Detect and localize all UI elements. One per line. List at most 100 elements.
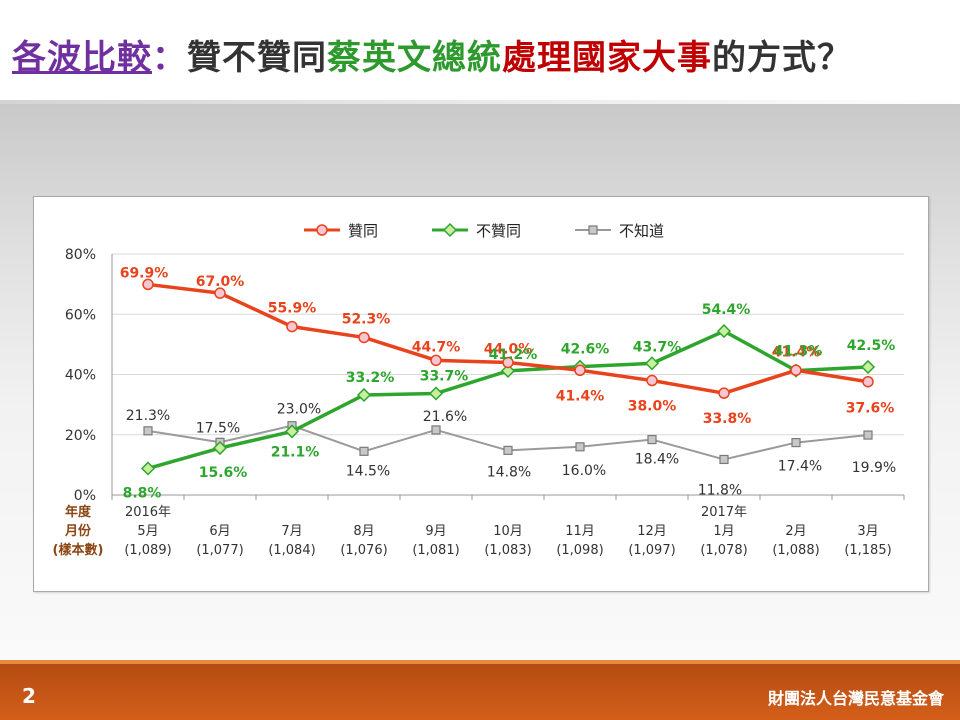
data-point (428, 386, 444, 401)
data-label: 14.8% (487, 464, 531, 480)
data-label: 52.3% (342, 311, 391, 327)
data-label: 44.0% (484, 341, 533, 357)
x-tick-label: 1月 (713, 524, 734, 539)
data-label: 14.5% (346, 463, 390, 479)
data-point (719, 454, 729, 465)
y-tick-label: 20% (65, 428, 96, 444)
x-tick-label: (1,078) (700, 543, 747, 558)
data-label: 67.0% (196, 274, 245, 290)
x-axis-caption: (樣本數) (53, 542, 104, 558)
data-label: 38.0% (628, 399, 677, 415)
data-label: 37.6% (846, 401, 895, 417)
data-point (716, 324, 732, 339)
footer-rule (0, 660, 960, 664)
legend-label: 不知道 (619, 222, 664, 240)
data-label: 23.0% (277, 402, 321, 418)
data-label: 42.5% (847, 338, 896, 354)
x-axis-caption: 年度 (65, 504, 92, 520)
title-prefix: 各波比較 (12, 38, 152, 78)
title-divider (0, 100, 960, 104)
data-point (863, 430, 873, 440)
data-label: 21.6% (423, 409, 467, 425)
data-point (431, 425, 441, 435)
data-point (790, 364, 802, 377)
data-point (359, 446, 369, 456)
data-point (647, 434, 657, 445)
y-tick-label: 80% (65, 247, 96, 263)
data-point (862, 375, 874, 388)
data-label: 19.9% (852, 460, 896, 476)
y-tick-label: 40% (65, 368, 96, 384)
x-tick-label: 2017年 (701, 505, 747, 520)
data-label: 16.0% (562, 463, 606, 479)
x-tick-label: (1,098) (556, 543, 603, 558)
data-label: 41.4% (556, 388, 605, 404)
data-label: 54.4% (702, 302, 751, 318)
x-tick-label: 8月 (353, 524, 374, 539)
data-point (644, 356, 660, 371)
title-part-4: 的方式？ (712, 38, 852, 78)
line-chart: 0% 20% 40% 60% 80% 2016年 5月 (1,089) 6月 (1,077) 7月 (… (53, 222, 905, 558)
data-label: 21.1% (271, 444, 320, 460)
x-tick-label: 6月 (209, 524, 230, 539)
data-point (503, 445, 513, 456)
data-label: 43.7% (633, 339, 682, 355)
data-label: 41.3% (774, 344, 823, 360)
page-title: 各波比較：贊不贊同蔡英文總統處理國家大事的方式？ (12, 30, 852, 79)
page-number: 2 (22, 684, 36, 708)
data-label: 11.8% (698, 482, 742, 498)
data-point (143, 426, 153, 436)
data-label: 18.4% (635, 452, 679, 468)
x-tick-label: (1,084) (268, 543, 315, 558)
title-part-2: 蔡英文總統 (327, 38, 502, 78)
data-label: 17.5% (196, 420, 240, 436)
title-bar: 各波比較：贊不贊同蔡英文總統處理國家大事的方式？ (0, 0, 960, 100)
data-point (358, 331, 370, 344)
footer-bar: 2 財團法人台灣民意基金會 (0, 660, 960, 720)
title-separator: ： (152, 38, 187, 78)
data-point (502, 356, 514, 369)
data-point (574, 364, 586, 377)
data-point (356, 387, 372, 403)
data-point (575, 442, 585, 452)
data-point (500, 363, 516, 378)
x-tick-label: 2016年 (125, 505, 171, 520)
legend-marker (442, 222, 458, 238)
data-point (791, 437, 801, 448)
data-label: 41.4% (772, 344, 821, 360)
data-label: 17.4% (778, 459, 822, 475)
data-label: 42.6% (561, 342, 610, 358)
data-point (860, 359, 876, 375)
organization-name: 財團法人台灣民意基金會 (767, 689, 944, 708)
x-tick-label: 9月 (425, 524, 446, 539)
data-point (142, 278, 154, 291)
x-axis-caption: 月份 (64, 523, 92, 539)
data-label: 33.2% (346, 370, 395, 386)
x-tick-label: (1,076) (340, 543, 387, 558)
data-label: 44.7% (412, 339, 461, 355)
legend-marker (588, 225, 598, 235)
data-label: 33.7% (420, 368, 469, 384)
legend-marker (316, 224, 328, 236)
data-label: 69.9% (120, 265, 169, 281)
data-point (430, 354, 442, 367)
data-label: 21.3% (126, 408, 170, 424)
data-point (212, 440, 228, 456)
legend-label: 不贊同 (476, 222, 521, 240)
data-label: 55.9% (268, 301, 317, 317)
x-tick-label: (1,097) (628, 543, 675, 558)
x-tick-label: 11月 (565, 524, 595, 539)
x-tick-label: (1,083) (484, 543, 531, 558)
legend-label: 贊同 (348, 222, 378, 240)
title-part-3: 處理國家大事 (502, 38, 712, 78)
x-tick-label: (1,088) (772, 543, 819, 558)
chart-panel: 0% 20% 40% 60% 80% 2016年 5月 (1,089) 6月 (1,077) 7月 (… (33, 196, 929, 592)
data-point (284, 424, 300, 439)
data-label: 8.8% (123, 485, 162, 501)
y-tick-label: 0% (74, 488, 96, 504)
data-point (286, 320, 298, 333)
x-tick-label: (1,081) (412, 543, 459, 558)
x-tick-label: 12月 (637, 524, 667, 539)
title-part-1: 贊不贊同 (187, 38, 327, 78)
x-tick-label: 3月 (857, 524, 878, 539)
